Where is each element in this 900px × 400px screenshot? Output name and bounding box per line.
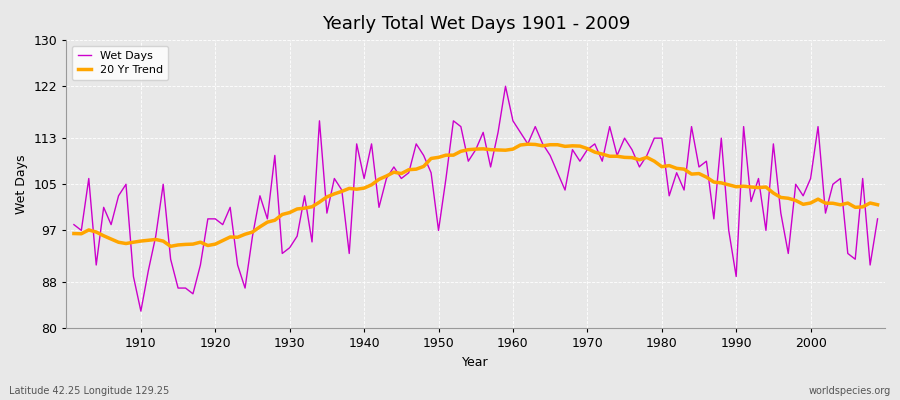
20 Yr Trend bbox=[522, 142, 533, 146]
20 Yr Trend bbox=[344, 186, 355, 191]
Wet Days bbox=[299, 193, 310, 198]
20 Yr Trend bbox=[166, 244, 176, 249]
Wet Days bbox=[515, 130, 526, 135]
20 Yr Trend bbox=[508, 147, 518, 152]
X-axis label: Year: Year bbox=[463, 356, 489, 369]
20 Yr Trend bbox=[68, 231, 79, 236]
Text: worldspecies.org: worldspecies.org bbox=[809, 386, 891, 396]
Wet Days bbox=[128, 274, 139, 279]
Wet Days bbox=[612, 153, 623, 158]
Title: Yearly Total Wet Days 1901 - 2009: Yearly Total Wet Days 1901 - 2009 bbox=[321, 15, 630, 33]
Wet Days bbox=[872, 216, 883, 221]
Wet Days bbox=[68, 222, 79, 227]
Wet Days bbox=[136, 309, 147, 314]
Line: 20 Yr Trend: 20 Yr Trend bbox=[74, 144, 878, 246]
20 Yr Trend bbox=[612, 154, 623, 159]
20 Yr Trend bbox=[299, 206, 310, 210]
20 Yr Trend bbox=[515, 142, 526, 147]
Legend: Wet Days, 20 Yr Trend: Wet Days, 20 Yr Trend bbox=[72, 46, 168, 80]
Wet Days bbox=[522, 142, 533, 146]
Y-axis label: Wet Days: Wet Days bbox=[15, 154, 28, 214]
20 Yr Trend bbox=[128, 240, 139, 245]
Wet Days bbox=[344, 251, 355, 256]
Text: Latitude 42.25 Longitude 129.25: Latitude 42.25 Longitude 129.25 bbox=[9, 386, 169, 396]
20 Yr Trend bbox=[872, 202, 883, 207]
Line: Wet Days: Wet Days bbox=[74, 86, 878, 311]
Wet Days bbox=[500, 84, 511, 89]
